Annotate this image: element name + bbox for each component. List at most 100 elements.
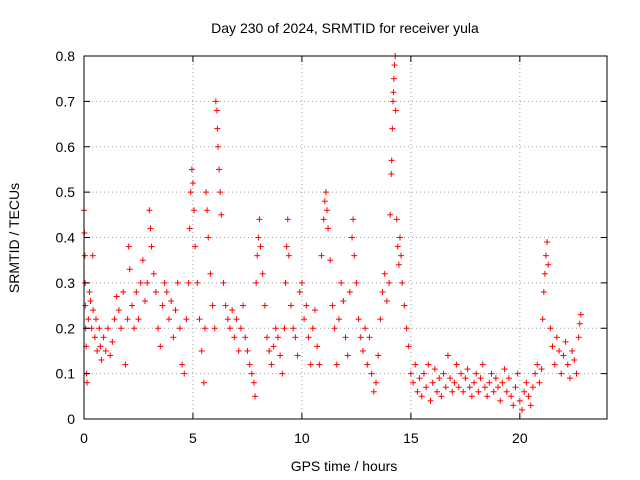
- data-point: [125, 243, 132, 250]
- data-point: [412, 361, 419, 368]
- data-point: [464, 366, 471, 373]
- data-point: [392, 107, 399, 114]
- data-point: [264, 334, 271, 341]
- data-point: [523, 379, 530, 386]
- data-point: [453, 361, 460, 368]
- data-point: [553, 334, 560, 341]
- data-point: [541, 270, 548, 277]
- data-point: [516, 397, 523, 404]
- data-point: [155, 325, 162, 332]
- y-tick-label: 0.3: [56, 275, 76, 291]
- data-point: [379, 288, 386, 295]
- data-point: [338, 279, 345, 286]
- data-point: [391, 62, 398, 69]
- data-point: [146, 207, 153, 214]
- data-point: [396, 234, 403, 241]
- data-point: [569, 347, 576, 354]
- data-point: [471, 379, 478, 386]
- data-point: [279, 370, 286, 377]
- data-point: [571, 357, 578, 364]
- data-point: [420, 370, 427, 377]
- data-point: [218, 211, 225, 218]
- y-tick-label: 0: [67, 411, 75, 427]
- data-point: [564, 361, 571, 368]
- data-point: [97, 343, 104, 350]
- data-point: [231, 334, 238, 341]
- data-point: [261, 302, 268, 309]
- data-point: [98, 357, 105, 364]
- data-point: [444, 352, 451, 359]
- data-point: [220, 279, 227, 286]
- data-point: [327, 257, 334, 264]
- data-point: [244, 347, 251, 354]
- data-point: [362, 325, 369, 332]
- data-point: [294, 352, 301, 359]
- data-point: [212, 98, 219, 105]
- data-point: [214, 125, 221, 132]
- data-point: [115, 307, 122, 314]
- data-point: [510, 402, 517, 409]
- data-point: [118, 325, 125, 332]
- data-point: [311, 307, 318, 314]
- data-point: [566, 375, 573, 382]
- data-point: [329, 302, 336, 309]
- data-point: [529, 384, 536, 391]
- data-point: [440, 370, 447, 377]
- data-point: [390, 98, 397, 105]
- data-point: [301, 316, 308, 323]
- data-point: [349, 234, 356, 241]
- data-point: [107, 352, 114, 359]
- data-point: [460, 388, 467, 395]
- data-point: [560, 352, 567, 359]
- data-point: [436, 375, 443, 382]
- data-point: [495, 384, 502, 391]
- data-point: [148, 243, 155, 250]
- data-point: [344, 352, 351, 359]
- data-point: [457, 370, 464, 377]
- data-point: [342, 334, 349, 341]
- data-point: [147, 225, 154, 232]
- data-point: [387, 211, 394, 218]
- data-point: [172, 307, 179, 314]
- data-point: [198, 347, 205, 354]
- data-point: [96, 325, 103, 332]
- data-point: [449, 388, 456, 395]
- data-point: [492, 375, 499, 382]
- data-point: [307, 361, 314, 368]
- data-point: [135, 316, 142, 323]
- data-point: [545, 261, 552, 268]
- data-point: [253, 279, 260, 286]
- data-point: [86, 288, 93, 295]
- data-point: [100, 334, 107, 341]
- data-point: [254, 252, 261, 259]
- data-point: [314, 343, 321, 350]
- data-point: [538, 366, 545, 373]
- data-point: [305, 334, 312, 341]
- data-point: [290, 325, 297, 332]
- data-point: [179, 361, 186, 368]
- data-point: [250, 379, 257, 386]
- data-point: [200, 379, 207, 386]
- data-point: [425, 361, 432, 368]
- data-point: [364, 361, 371, 368]
- data-point: [527, 402, 534, 409]
- data-point: [259, 270, 266, 277]
- data-point: [215, 143, 222, 150]
- data-point: [181, 370, 188, 377]
- data-point: [94, 347, 101, 354]
- data-point: [388, 157, 395, 164]
- data-point: [373, 379, 380, 386]
- data-point: [211, 325, 218, 332]
- data-point: [351, 252, 358, 259]
- data-point: [390, 75, 397, 82]
- data-point: [447, 375, 454, 382]
- data-point: [542, 252, 549, 259]
- data-point: [227, 325, 234, 332]
- data-point: [165, 316, 172, 323]
- data-point: [207, 270, 214, 277]
- data-point: [394, 243, 401, 250]
- data-point: [479, 361, 486, 368]
- data-point: [233, 316, 240, 323]
- data-point: [237, 325, 244, 332]
